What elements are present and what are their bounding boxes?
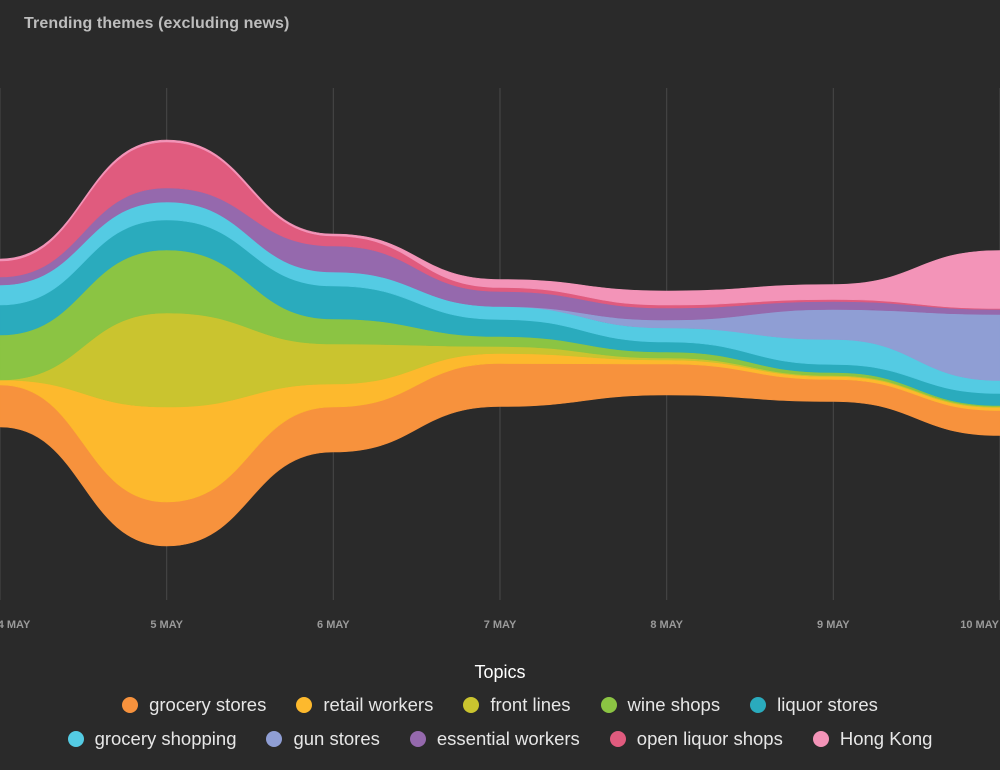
x-tick-label: 6 MAY [317,619,350,631]
legend-label: Hong Kong [839,728,933,749]
x-tick-label: 7 MAY [484,619,517,631]
legend-item[interactable]: open liquor shops [609,728,783,750]
legend-color-dot-icon [122,697,139,713]
legend-label: grocery stores [149,694,267,715]
legend-color-dot-icon [750,697,767,713]
x-tick-label: 8 MAY [650,619,683,631]
legend-item[interactable]: essential workers [409,728,580,750]
legend-color-dot-icon [463,697,480,713]
legend-color-dot-icon [600,697,617,713]
legend-row-2: grocery shopping gun stores essential work… [0,728,1000,750]
legend-item[interactable]: grocery shopping [67,728,237,750]
x-tick-label: 10 MAY [960,619,999,631]
legend-item[interactable]: gun stores [266,728,380,750]
legend-item[interactable]: Hong Kong [812,728,933,750]
legend-color-dot-icon [296,697,313,713]
streamgraph: 4 MAY 5 MAY 6 MAY 7 MAY 8 MAY 9 MAY 10 MAY [0,88,1000,631]
x-axis-ticks: 4 MAY 5 MAY 6 MAY 7 MAY 8 MAY 9 MAY 10 MAY [0,619,1000,631]
legend-color-dot-icon [67,731,84,747]
legend-title: Topics [474,662,526,682]
legend-label: wine shops [627,694,721,715]
legend-item[interactable]: wine shops [600,694,721,716]
legend-item[interactable]: liquor stores [750,694,878,716]
legend-item[interactable]: front lines [463,694,571,716]
chart-title: Trending themes (excluding news) [24,15,290,32]
legend-color-dot-icon [812,731,829,747]
legend-item[interactable]: grocery stores [122,694,266,716]
legend-label: retail workers [323,694,434,715]
legend-label: essential workers [436,728,580,749]
legend-label: gun stores [293,728,380,749]
legend-color-dot-icon [609,731,626,747]
legend-label: front lines [490,694,571,715]
legend-label: grocery shopping [94,728,237,749]
stream-layers [0,139,1000,547]
legend-row-1: grocery stores retail workers front lines w… [0,694,1000,716]
legend-color-dot-icon [266,731,283,747]
x-tick-label: 9 MAY [817,619,850,631]
legend-label: liquor stores [777,694,878,715]
legend-item[interactable]: retail workers [296,694,433,716]
x-tick-label: 4 MAY [0,619,31,631]
legend-label: open liquor shops [636,728,783,749]
legend-color-dot-icon [409,731,426,747]
x-tick-label: 5 MAY [150,619,183,631]
